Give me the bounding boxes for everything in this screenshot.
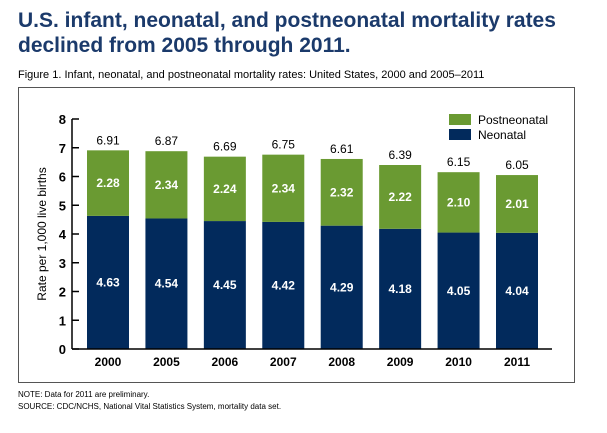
bar-neonatal-2009 [379, 228, 422, 349]
bars-layer: 4.63 2.28 6.91 4.54 2.34 6.87 4.45 2.24 6.69 4.42… [87, 133, 538, 349]
y-tick-label: 5 [59, 198, 66, 213]
bar-neonatal-2007 [262, 221, 305, 349]
data-label-total: 6.87 [155, 134, 179, 148]
legend: Postneonatal Neonatal [449, 113, 548, 142]
y-tick-label: 4 [59, 227, 67, 242]
figure-title: Figure 1. Infant, neonatal, and postneon… [18, 69, 485, 81]
y-tick-label: 2 [59, 285, 66, 300]
data-label-neonatal: 4.45 [213, 278, 237, 292]
data-label-postneonatal: 2.34 [272, 181, 296, 195]
data-label-total: 6.69 [213, 140, 237, 154]
bar-postneonatal-2009 [379, 165, 422, 229]
y-tick-label: 6 [59, 170, 66, 185]
bar-neonatal-2000 [87, 215, 129, 349]
bar-postneonatal-2010 [437, 172, 480, 233]
legend-swatch-neonatal [449, 129, 471, 140]
x-tick-label: 2006 [212, 355, 239, 369]
bar-postneonatal-2005 [145, 151, 188, 219]
data-label-total: 6.05 [505, 158, 529, 172]
data-label-postneonatal: 2.01 [505, 197, 529, 211]
bar-neonatal-2005 [145, 218, 188, 349]
data-label-neonatal: 4.05 [447, 284, 471, 298]
data-label-neonatal: 4.42 [272, 278, 296, 292]
source-text: SOURCE: CDC/NCHS, National Vital Statist… [18, 402, 282, 411]
data-label-total: 6.39 [388, 148, 412, 162]
y-tick-label: 0 [59, 342, 66, 357]
data-label-total: 6.61 [330, 142, 354, 156]
bar-postneonatal-2000 [87, 150, 129, 216]
bar-postneonatal-2006 [203, 156, 246, 222]
bar-neonatal-2011 [496, 232, 538, 349]
x-tick-label: 2005 [153, 355, 180, 369]
data-label-neonatal: 4.54 [155, 277, 179, 291]
chart-frame [18, 87, 575, 383]
x-tick-label: 2008 [328, 355, 355, 369]
y-tick-label: 3 [59, 256, 66, 271]
bar-neonatal-2008 [320, 225, 363, 349]
chart-notes: NOTE: Data for 2011 are preliminary. SOU… [18, 389, 281, 413]
data-label-total: 6.15 [447, 155, 471, 169]
headline: U.S. infant, neonatal, and postneonatal … [18, 9, 556, 57]
data-label-postneonatal: 2.24 [213, 182, 237, 196]
bar-neonatal-2006 [203, 221, 246, 349]
data-label-total: 6.75 [272, 138, 296, 152]
note-text: NOTE: Data for 2011 are preliminary. [18, 390, 150, 399]
data-label-postneonatal: 2.34 [155, 178, 179, 192]
bar-neonatal-2010 [437, 232, 480, 349]
x-tick-label: 2009 [387, 355, 414, 369]
x-tick-label: 2000 [95, 355, 122, 369]
x-tick-label: 2011 [504, 355, 530, 369]
data-label-neonatal: 4.18 [388, 282, 412, 296]
y-tick-label: 8 [59, 112, 66, 127]
data-label-postneonatal: 2.10 [447, 195, 471, 209]
y-tick-label: 7 [59, 141, 66, 156]
legend-label-postneonatal: Postneonatal [478, 113, 548, 127]
data-label-postneonatal: 2.32 [330, 185, 354, 199]
y-tick-label: 1 [59, 313, 66, 328]
data-label-neonatal: 4.63 [96, 275, 120, 289]
x-tick-label: 2007 [270, 355, 297, 369]
data-label-total: 6.91 [96, 133, 120, 147]
data-label-neonatal: 4.29 [330, 280, 354, 294]
x-tick-label: 2010 [445, 355, 472, 369]
bar-postneonatal-2007 [262, 154, 305, 222]
data-label-postneonatal: 2.28 [96, 176, 120, 190]
bar-postneonatal-2011 [496, 175, 538, 233]
data-label-neonatal: 4.04 [505, 284, 529, 298]
axes-layer: 2000 2005 2006 2007 2008 2009 2010 2011 0 1 2 3 4 5 6 7… [59, 112, 552, 369]
legend-label-neonatal: Neonatal [478, 128, 526, 142]
y-axis-label: Rate per 1,000 live births [35, 167, 49, 300]
data-label-postneonatal: 2.22 [388, 190, 412, 204]
bar-postneonatal-2008 [320, 158, 363, 226]
legend-swatch-postneonatal [449, 114, 471, 125]
